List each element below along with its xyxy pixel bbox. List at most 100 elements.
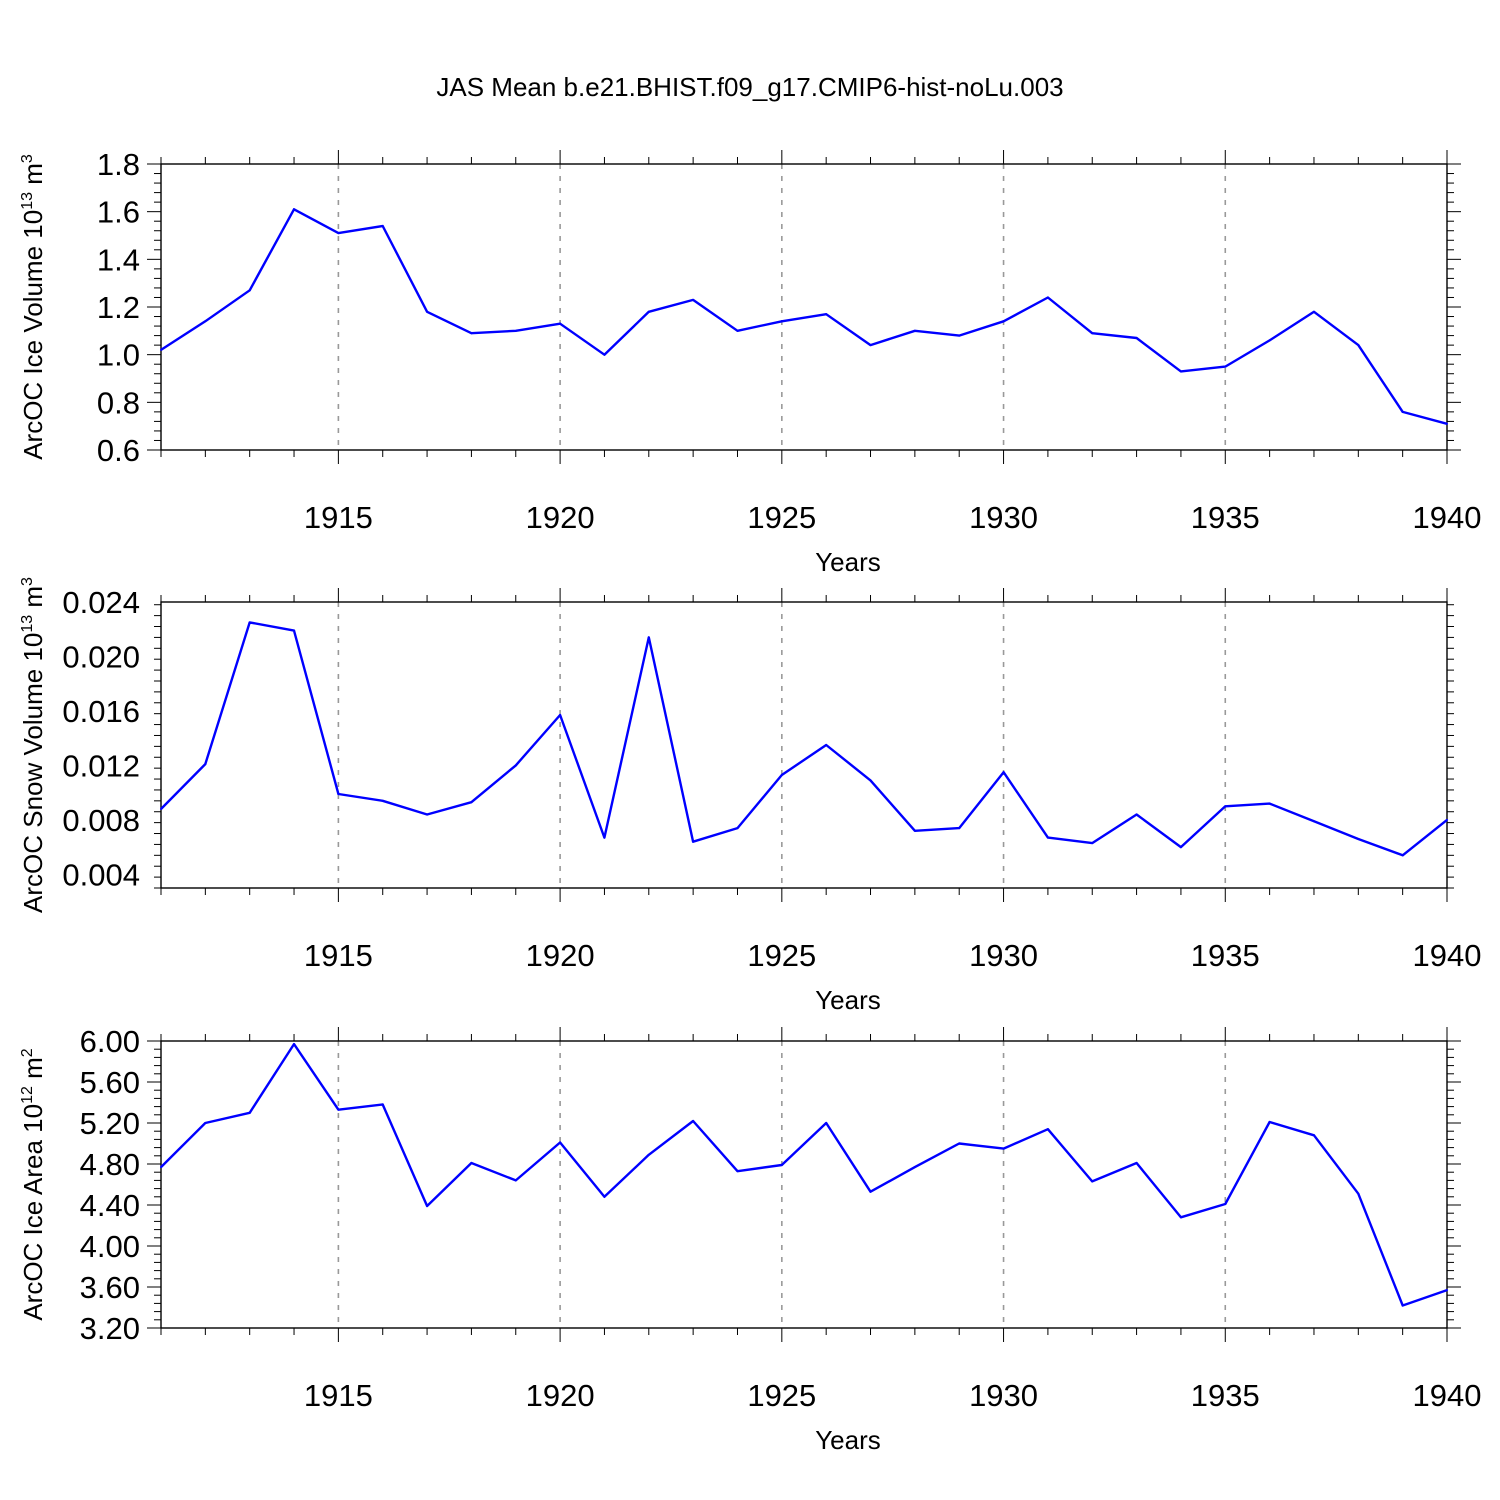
data-point: [780, 320, 783, 323]
data-point: [647, 310, 650, 313]
x-axis-label: Years: [815, 547, 881, 577]
data-point: [736, 1170, 739, 1173]
x-axis-label: Years: [815, 1425, 881, 1455]
data-point: [913, 1166, 916, 1169]
x-tick-label: 1930: [969, 1378, 1038, 1413]
plot-frame: [160, 1040, 1448, 1329]
data-point: [647, 636, 650, 639]
x-tick-label: 1930: [969, 500, 1038, 535]
y-tick-label: 4.40: [80, 1188, 140, 1223]
data-point: [958, 827, 961, 830]
data-point: [514, 1179, 517, 1182]
data-point: [337, 232, 340, 235]
y-tick-label: 5.20: [80, 1106, 140, 1141]
y-axis-label: ArcOC Ice Volume 1013 m3: [18, 154, 48, 460]
data-point: [1446, 1289, 1448, 1292]
data-point: [869, 779, 872, 782]
y-tick-label: 0.008: [62, 803, 140, 838]
data-point: [603, 836, 606, 839]
figure-title: JAS Mean b.e21.BHIST.f09_g17.CMIP6-hist-…: [436, 72, 1063, 102]
x-tick-label: 1925: [747, 1378, 816, 1413]
y-tick-label: 1.8: [97, 147, 140, 182]
chart-panel-3: 1915 1920 1925 1930 1935 1940 Years 3.20 3.60 4.0…: [18, 1024, 1481, 1455]
x-tick-label: 1930: [969, 938, 1038, 973]
data-point: [1224, 365, 1227, 368]
data-point: [1046, 296, 1049, 299]
data-point: [248, 289, 251, 292]
data-point: [293, 1043, 296, 1046]
data-point: [559, 322, 562, 325]
data-point: [825, 744, 828, 746]
data-point: [559, 714, 562, 717]
y-tick-label: 0.012: [62, 748, 140, 783]
data-point: [869, 1190, 872, 1193]
data-point: [1357, 837, 1360, 840]
data-line: [160, 1042, 1448, 1307]
x-tick-label: 1915: [304, 1378, 373, 1413]
x-tick-label: 1925: [747, 500, 816, 535]
data-point: [1268, 1120, 1271, 1123]
y-tick-label: 0.024: [62, 585, 140, 620]
y-tick-label: 1.2: [97, 290, 140, 325]
x-tick-label: 1915: [304, 500, 373, 535]
data-line: [160, 621, 1448, 857]
data-point: [160, 1166, 162, 1169]
chart-panel-2: 1915 1920 1925 1930 1935 1940 Years 0.004 0.008 0…: [18, 577, 1481, 1015]
data-point: [647, 1153, 650, 1156]
data-point: [1357, 1192, 1360, 1195]
data-point: [958, 1142, 961, 1145]
y-axis-label: ArcOC Ice Area 1012 m2: [18, 1048, 48, 1320]
x-axis-label: Years: [815, 985, 881, 1015]
data-point: [692, 1119, 695, 1122]
data-point: [204, 763, 207, 766]
data-point: [248, 621, 251, 624]
data-point: [1091, 1180, 1094, 1183]
data-point: [470, 332, 473, 335]
data-point: [293, 208, 296, 211]
data-point: [337, 1108, 340, 1111]
data-point: [1312, 820, 1315, 823]
data-point: [204, 320, 207, 323]
y-tick-label: 4.80: [80, 1147, 140, 1182]
data-point: [381, 799, 384, 802]
y-axis-label: ArcOC Snow Volume 1013 m3: [18, 577, 48, 913]
x-tick-label: 1915: [304, 938, 373, 973]
data-point: [958, 334, 961, 337]
chart-panel-1: 1915 1920 1925 1930 1935 1940 Years 0.6 0.8 1.0 1.…: [18, 147, 1481, 577]
data-point: [1046, 836, 1049, 839]
data-point: [692, 298, 695, 301]
data-point: [1268, 802, 1271, 805]
data-point: [426, 310, 429, 313]
data-point: [736, 827, 739, 830]
data-point: [1401, 854, 1404, 857]
data-point: [913, 329, 916, 332]
x-tick-label: 1935: [1191, 938, 1260, 973]
data-point: [1091, 332, 1094, 335]
y-tick-label: 0.004: [62, 857, 140, 892]
y-tick-label: 3.20: [80, 1311, 140, 1346]
data-point: [514, 329, 517, 332]
data-point: [514, 764, 517, 767]
data-point: [825, 1122, 828, 1124]
data-point: [381, 1103, 384, 1106]
x-tick-label: 1920: [526, 500, 595, 535]
data-point: [559, 1141, 562, 1144]
data-point: [1446, 422, 1448, 425]
data-point: [470, 801, 473, 804]
x-tick-label: 1925: [747, 938, 816, 973]
x-tick-label: 1935: [1191, 500, 1260, 535]
y-tick-label: 3.60: [80, 1270, 140, 1305]
data-point: [1401, 1304, 1404, 1307]
data-point: [825, 313, 828, 316]
data-point: [337, 793, 340, 796]
data-point: [426, 813, 429, 816]
data-point: [1091, 842, 1094, 845]
x-tick-label: 1920: [526, 938, 595, 973]
data-line: [160, 208, 1448, 425]
data-point: [1179, 846, 1182, 849]
data-point: [692, 840, 695, 843]
x-tick-label: 1935: [1191, 1378, 1260, 1413]
data-point: [1135, 336, 1138, 339]
data-point: [160, 808, 162, 811]
